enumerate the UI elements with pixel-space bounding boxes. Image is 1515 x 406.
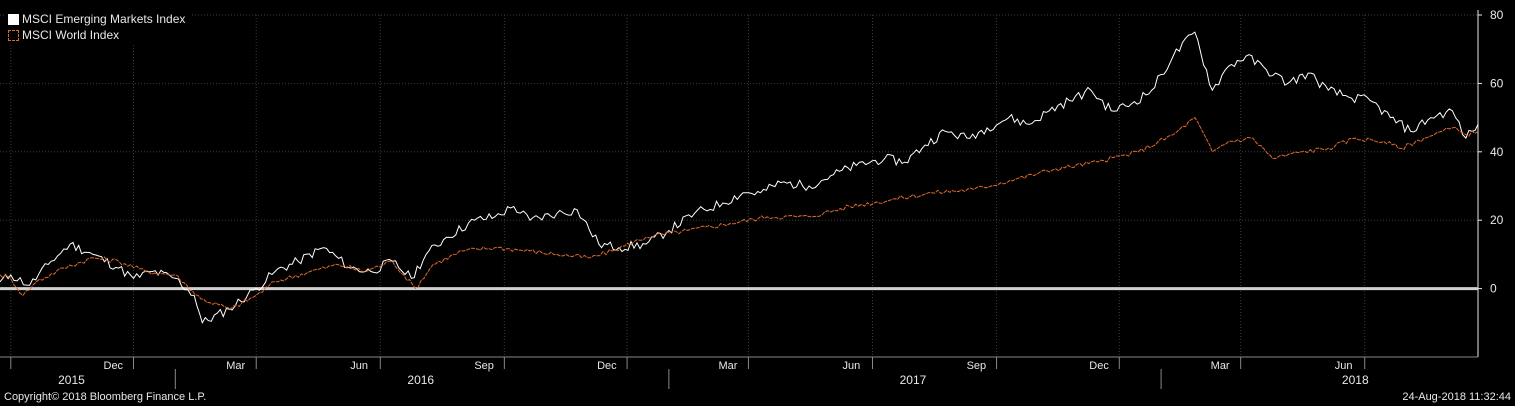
year-label: 2017 — [900, 373, 927, 387]
month-label: Mar — [226, 360, 245, 372]
legend-swatch-emerging — [8, 13, 19, 25]
y-tick-label: 60 — [1490, 76, 1504, 90]
timestamp-text: 24-Aug-2018 11:32:44 — [1402, 391, 1511, 403]
series-line-world — [0, 116, 1479, 310]
year-label: 2015 — [58, 373, 85, 387]
legend-swatch-world — [8, 29, 19, 41]
y-tick-label: 80 — [1490, 8, 1504, 22]
legend-item-world: MSCI World Index — [8, 27, 185, 43]
copyright-text: Copyright© 2018 Bloomberg Finance L.P. — [4, 391, 207, 403]
y-tick-label: 20 — [1490, 213, 1504, 227]
series-line-emerging-markets — [0, 31, 1479, 325]
month-label: Jun — [843, 360, 861, 372]
month-label: Jun — [1335, 360, 1353, 372]
month-label: Dec — [597, 360, 617, 372]
legend-label-world: MSCI World Index — [22, 28, 120, 42]
month-label: Dec — [1089, 360, 1109, 372]
month-label: Mar — [718, 360, 737, 372]
legend-item-emerging: MSCI Emerging Markets Index — [8, 11, 185, 27]
month-label: Sep — [967, 360, 987, 372]
year-label: 2016 — [407, 373, 434, 387]
month-label: Jun — [350, 360, 368, 372]
month-label: Mar — [1211, 360, 1230, 372]
month-label: Dec — [104, 360, 124, 372]
legend: MSCI Emerging Markets Index MSCI World I… — [4, 9, 192, 45]
legend-label-emerging: MSCI Emerging Markets Index — [22, 12, 186, 26]
year-label: 2018 — [1342, 373, 1369, 387]
y-tick-label: 40 — [1490, 145, 1504, 159]
month-label: Sep — [474, 360, 494, 372]
y-tick-label: 0 — [1490, 282, 1497, 296]
